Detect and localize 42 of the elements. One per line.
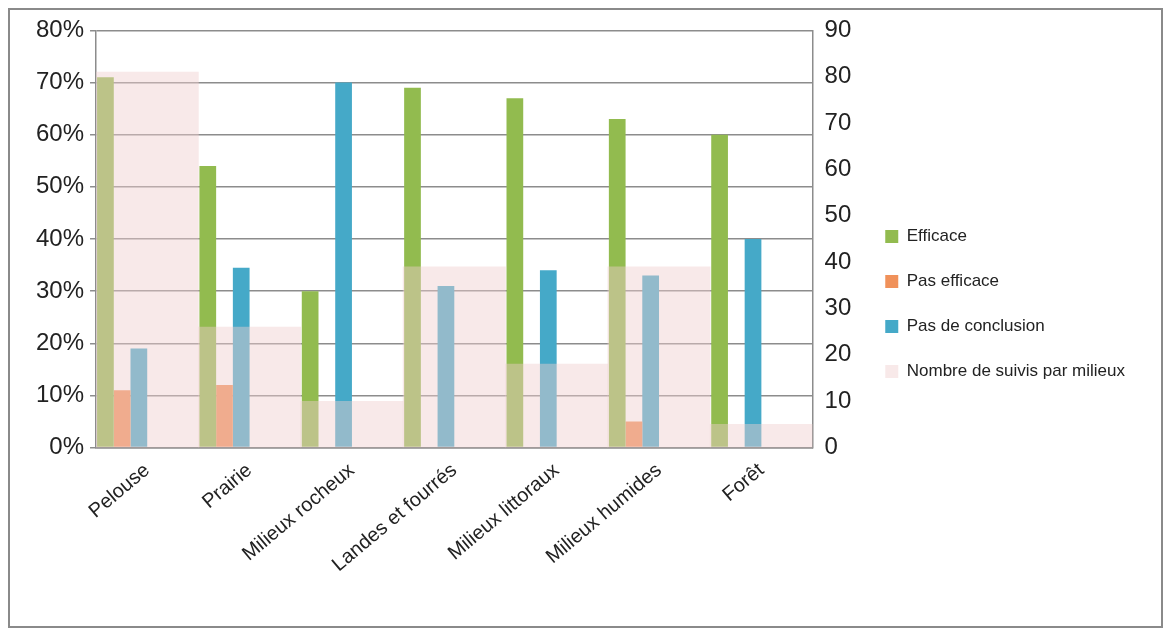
y2-tick-label: 20: [824, 339, 852, 367]
bar: [130, 348, 148, 447]
legend-label: Efficace: [906, 226, 967, 246]
y2-tick-label: 60: [824, 154, 852, 182]
bar: [300, 400, 404, 448]
y-tick-label: 20%: [35, 327, 85, 355]
bar: [199, 165, 217, 447]
y-tick-label: 70%: [35, 67, 85, 95]
bar: [539, 270, 557, 447]
bar: [608, 119, 626, 447]
y2-tick-label: 30: [824, 293, 852, 321]
y2-tick-label: 70: [824, 107, 852, 135]
legend-label: Pas efficace: [906, 271, 1000, 291]
y-tick-label: 50%: [35, 171, 85, 199]
bar: [437, 285, 455, 447]
y2-tick-label: 90: [824, 15, 852, 43]
bar: [335, 82, 352, 447]
bar: [97, 77, 114, 447]
bar: [642, 275, 660, 447]
y2-tick-label: 40: [824, 246, 852, 274]
y2-tick-label: 0: [824, 432, 838, 460]
y-tick-label: 10%: [35, 380, 85, 408]
bar: [744, 238, 762, 447]
y-tick-label: 30%: [35, 275, 85, 303]
y-tick-label: 60%: [35, 119, 85, 147]
legend-label: Pas de conclusion: [906, 316, 1045, 336]
legend-label: Nombre de suivis par milieux: [906, 361, 1126, 381]
bar: [709, 424, 813, 448]
y2-tick-label: 80: [824, 61, 852, 89]
bar: [232, 267, 250, 447]
bar: [301, 291, 319, 447]
y-tick-label: 80%: [35, 15, 85, 43]
bar: [113, 390, 131, 447]
bar: [711, 134, 728, 447]
bar: [625, 421, 643, 447]
bar: [216, 384, 233, 447]
y2-tick-label: 10: [824, 385, 852, 413]
y2-tick-label: 50: [824, 200, 852, 228]
y-tick-label: 40%: [35, 223, 85, 251]
bar: [404, 87, 421, 447]
y-tick-label: 0%: [49, 432, 85, 460]
bar: [506, 98, 524, 447]
